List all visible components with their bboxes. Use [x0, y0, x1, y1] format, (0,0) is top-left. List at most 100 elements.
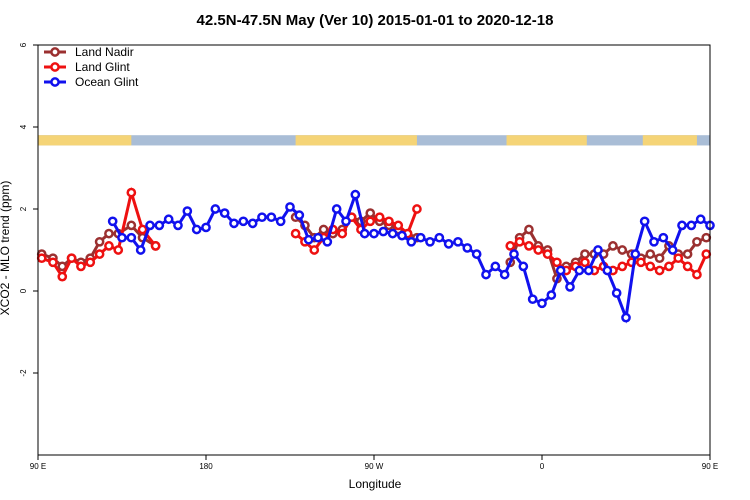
land-band-segment [295, 135, 417, 146]
data-point [412, 204, 422, 214]
data-point [415, 232, 426, 243]
data-point [509, 249, 519, 259]
data-point [546, 290, 557, 300]
data-point [219, 208, 230, 218]
data-point [285, 202, 295, 212]
data-point [692, 236, 702, 247]
data-point [397, 230, 407, 241]
data-point [639, 216, 650, 227]
legend-label: Ocean Glint [75, 75, 139, 89]
land-band-segment [642, 135, 697, 146]
data-point [378, 226, 389, 237]
data-point [275, 216, 286, 227]
legend-item: Ocean Glint [44, 75, 139, 89]
y-tick-label: 4 [19, 124, 28, 129]
data-point [462, 243, 473, 253]
data-point [580, 249, 590, 259]
data-point [602, 265, 613, 276]
data-point [654, 253, 665, 264]
data-point [313, 232, 323, 243]
data-point [318, 224, 329, 235]
data-point [163, 214, 174, 225]
data-point [667, 245, 678, 255]
series-layer [36, 186, 715, 324]
data-point [374, 212, 385, 223]
land-ocean-band [38, 135, 710, 146]
x-tick-label: 90 E [702, 462, 718, 471]
y-tick-label: 0 [19, 288, 28, 293]
data-point [173, 220, 183, 231]
data-point [565, 282, 575, 292]
data-point [337, 228, 348, 239]
data-point [505, 241, 516, 251]
data-point [527, 294, 538, 305]
data-point [104, 228, 114, 239]
data-point [210, 204, 221, 214]
data-point [126, 187, 137, 198]
land-band-segment [506, 135, 587, 146]
y-tick-label: -2 [19, 369, 28, 377]
data-point [686, 220, 697, 231]
data-point [107, 216, 118, 227]
data-point [481, 269, 491, 280]
y-axis-label: XCO2 - MLO trend (ppm) [0, 181, 12, 316]
data-point [555, 265, 566, 276]
y-tick-label: 2 [19, 206, 28, 211]
data-point [294, 210, 305, 220]
data-point [135, 245, 146, 255]
chart-title: 42.5N-47.5N May (Ver 10) 2015-01-01 to 2… [197, 12, 554, 29]
data-point [126, 220, 137, 231]
data-point [48, 257, 58, 268]
data-point [514, 236, 525, 247]
data-point [191, 224, 202, 235]
data-point [617, 245, 628, 255]
legend-label: Land Nadir [75, 45, 134, 59]
data-point [150, 241, 161, 251]
data-point [471, 249, 482, 259]
data-point [524, 224, 534, 235]
data-point [154, 220, 165, 231]
data-point [369, 228, 379, 239]
data-point [126, 232, 137, 243]
x-tick-label: 0 [540, 462, 545, 471]
data-point [257, 212, 267, 223]
data-point [341, 216, 351, 227]
data-point [322, 236, 333, 247]
data-point [66, 253, 77, 264]
data-point [384, 216, 394, 227]
data-point [552, 257, 562, 268]
data-point [574, 265, 585, 276]
data-point [533, 245, 544, 255]
data-point [664, 261, 674, 272]
data-point [673, 253, 684, 264]
legend-label: Land Glint [75, 60, 130, 74]
data-point [113, 245, 124, 255]
data-point [145, 220, 155, 231]
legend-marker [50, 62, 60, 72]
data-point [701, 232, 712, 243]
data-point [682, 261, 693, 272]
data-point [182, 206, 193, 216]
data-point [331, 204, 342, 214]
data-point [524, 241, 534, 251]
data-point [542, 249, 553, 259]
data-point [201, 222, 211, 233]
data-point [617, 261, 628, 272]
data-point [393, 220, 404, 231]
data-point [490, 261, 501, 272]
data-point [654, 265, 665, 276]
data-point [85, 257, 96, 268]
series-ocean-glint [107, 189, 715, 324]
data-point [104, 241, 114, 251]
data-point [630, 249, 641, 259]
data-point [695, 214, 706, 225]
data-point [443, 239, 454, 249]
data-point [583, 265, 594, 276]
data-point [580, 257, 590, 268]
data-point [350, 189, 361, 200]
x-axis-label: Longitude [349, 477, 402, 491]
data-point [303, 234, 314, 245]
data-point [365, 208, 376, 218]
data-point [365, 216, 376, 227]
